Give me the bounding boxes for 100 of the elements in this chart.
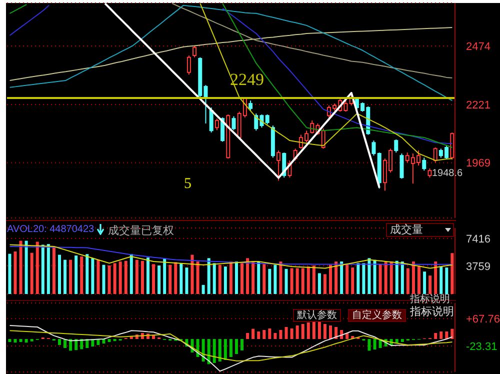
bar xyxy=(185,268,188,294)
candlestick xyxy=(422,157,426,172)
bar xyxy=(14,339,17,343)
candlestick xyxy=(428,168,432,178)
line-series xyxy=(9,330,453,362)
annotation: 指标说明 xyxy=(410,294,450,305)
bar xyxy=(218,339,222,362)
bar xyxy=(158,266,161,294)
bar xyxy=(268,268,272,294)
bar xyxy=(202,339,205,362)
bar xyxy=(24,339,28,343)
bar xyxy=(406,268,410,294)
bar xyxy=(234,339,238,354)
bar xyxy=(351,268,354,294)
bar xyxy=(306,322,310,339)
bar xyxy=(340,262,344,294)
bar xyxy=(246,258,250,294)
bar xyxy=(412,262,415,294)
bar xyxy=(174,262,178,294)
bar xyxy=(229,339,232,357)
bar xyxy=(423,272,426,294)
bar xyxy=(274,333,277,339)
candlestick xyxy=(394,138,398,154)
y-tick-label: 1969 xyxy=(466,158,490,170)
bar xyxy=(152,264,156,294)
line-series xyxy=(9,4,453,102)
bar xyxy=(318,322,321,339)
bar xyxy=(207,258,210,294)
bar xyxy=(202,284,205,294)
bar xyxy=(445,268,448,294)
candlestick xyxy=(209,106,214,133)
bar xyxy=(373,339,376,350)
bar xyxy=(152,335,156,339)
bar xyxy=(312,266,316,294)
bar xyxy=(346,333,349,339)
line-series xyxy=(9,244,453,269)
bar xyxy=(334,262,338,294)
bar xyxy=(19,339,22,342)
bar xyxy=(301,268,304,294)
chart-subtitle: 成交量已复权 xyxy=(108,224,174,238)
bar xyxy=(368,339,371,351)
annotation: 5 xyxy=(184,176,192,192)
bar xyxy=(312,320,316,339)
bar xyxy=(329,264,332,294)
bar xyxy=(368,258,371,294)
bar xyxy=(329,326,332,339)
annotation: 成交量 xyxy=(386,223,454,238)
bar xyxy=(19,240,22,294)
bar xyxy=(323,324,326,339)
bar xyxy=(262,264,266,294)
y-tick-label: 2474 xyxy=(466,41,490,53)
y-tick-label: 7416 xyxy=(466,233,490,246)
candlestick xyxy=(400,153,404,180)
bar xyxy=(362,263,366,294)
bar xyxy=(108,339,111,342)
bar xyxy=(224,339,227,360)
bar xyxy=(246,333,250,339)
bar xyxy=(384,262,388,294)
bar xyxy=(240,263,244,294)
bar xyxy=(434,262,438,294)
bar xyxy=(41,244,44,294)
bar xyxy=(168,264,172,294)
bar xyxy=(390,262,393,294)
bar xyxy=(318,273,321,294)
bar xyxy=(418,266,420,294)
line-series xyxy=(9,325,453,372)
candlestick xyxy=(372,140,376,156)
bar xyxy=(30,252,34,294)
bar xyxy=(58,339,61,345)
y-tick-label: +67.76 xyxy=(466,314,500,326)
bar xyxy=(373,260,376,294)
bar xyxy=(124,260,128,294)
bar xyxy=(91,258,94,294)
bar xyxy=(8,254,12,294)
bar xyxy=(334,327,338,339)
bar xyxy=(74,339,78,350)
bar xyxy=(146,257,150,294)
bar xyxy=(52,246,56,294)
bar xyxy=(445,332,448,339)
bar xyxy=(234,262,238,294)
bar xyxy=(130,254,133,294)
bar xyxy=(74,256,78,294)
bar xyxy=(118,262,122,294)
bar xyxy=(224,266,227,294)
candlestick xyxy=(192,45,197,58)
candlestick xyxy=(248,100,253,111)
bar xyxy=(257,262,260,294)
bar xyxy=(284,327,288,339)
bar xyxy=(140,260,144,294)
bar xyxy=(24,240,28,294)
bar xyxy=(252,328,255,339)
bar xyxy=(440,332,443,339)
bar xyxy=(64,339,67,348)
bar xyxy=(306,266,310,294)
bar xyxy=(69,339,72,351)
bar xyxy=(69,260,72,294)
bar xyxy=(400,262,404,294)
bar xyxy=(218,264,222,294)
bar xyxy=(212,263,216,294)
bar xyxy=(346,264,349,294)
